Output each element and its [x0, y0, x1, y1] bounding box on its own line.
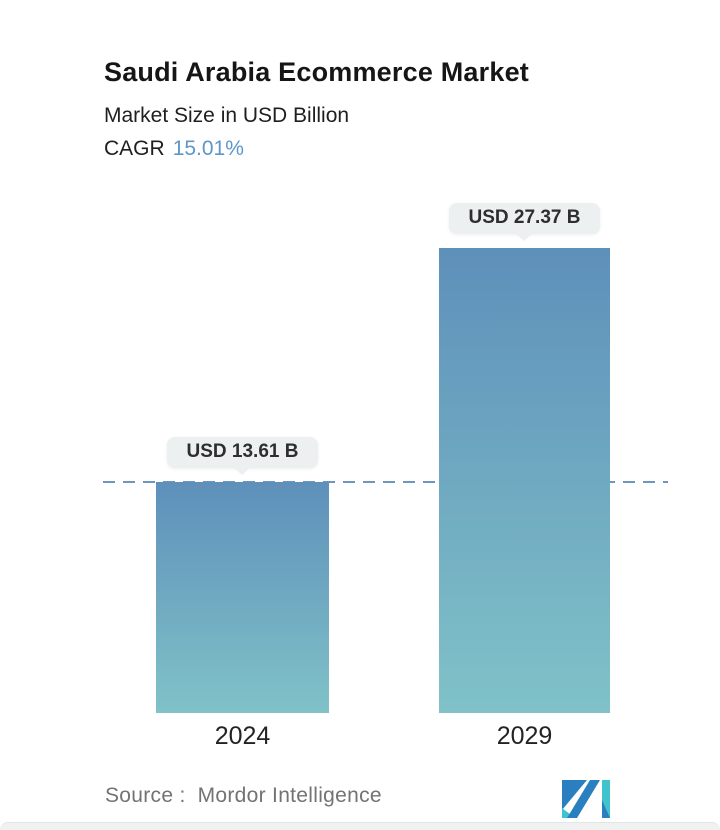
source-label: Source : [105, 784, 186, 807]
cagr-line: CAGR 15.01% [104, 137, 529, 161]
card-bottom-edge [0, 822, 720, 830]
chart-header: Saudi Arabia Ecommerce Market Market Siz… [104, 57, 529, 161]
x-axis-label-2029: 2029 [496, 722, 553, 750]
source-value: Mordor Intelligence [197, 784, 382, 807]
cagr-label: CAGR [104, 137, 165, 160]
bar-2024 [156, 482, 329, 713]
bar-2029 [439, 248, 610, 713]
value-tooltip-2024: USD 13.61 B [166, 437, 319, 468]
x-axis-label-2024: 2024 [214, 722, 271, 750]
bar-column-2024: USD 13.61 B [156, 437, 329, 713]
mordor-intelligence-logo-icon [562, 780, 610, 818]
cagr-value: 15.01% [172, 137, 244, 160]
source-attribution: Source : Mordor Intelligence [105, 784, 382, 808]
chart-title: Saudi Arabia Ecommerce Market [104, 57, 529, 87]
value-tooltip-2029: USD 27.37 B [448, 203, 601, 234]
chart-subtitle: Market Size in USD Billion [104, 104, 350, 127]
bar-column-2029: USD 27.37 B [439, 203, 610, 713]
baseline-dashed-line [103, 481, 668, 483]
